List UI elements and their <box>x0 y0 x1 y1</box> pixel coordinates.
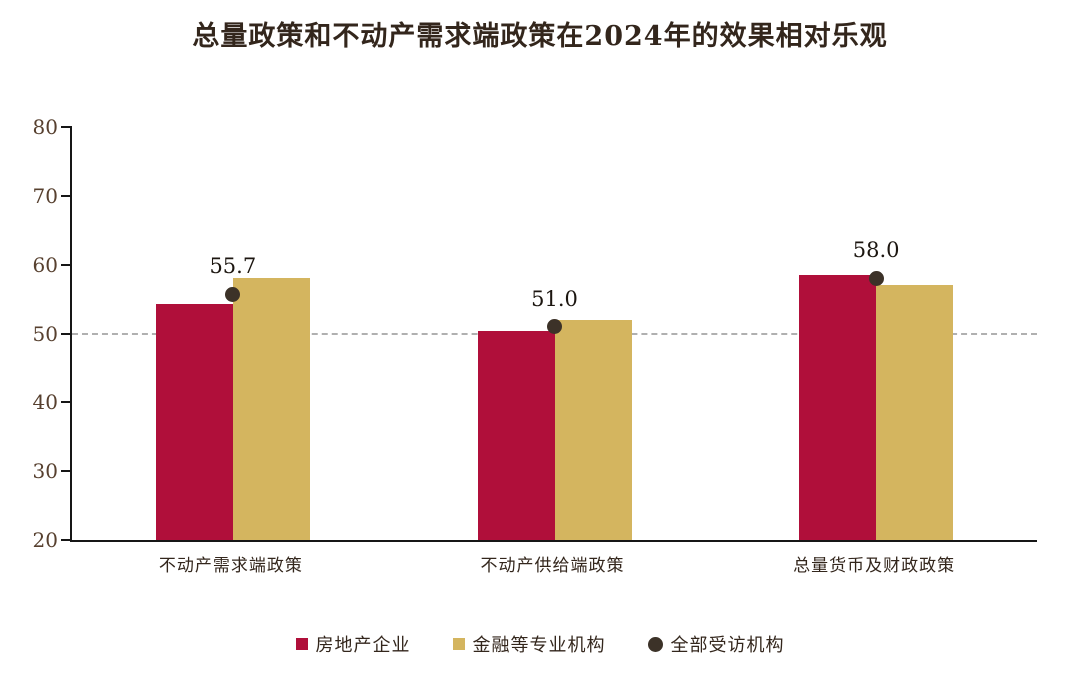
bar-房地产企业 <box>477 330 555 540</box>
legend-item: 金融等专业机构 <box>452 631 606 657</box>
legend-label: 房地产企业 <box>315 635 411 656</box>
y-axis-tick-mark <box>61 126 72 128</box>
legend-square-marker <box>295 638 308 650</box>
bar-金融等专业机构 <box>554 319 632 540</box>
y-axis-tick-label: 70 <box>32 183 58 208</box>
y-axis-tick-mark <box>61 194 72 197</box>
point-marker <box>547 319 562 335</box>
legend-label: 全部受访机构 <box>670 635 785 656</box>
data-label: 58.0 <box>852 238 900 263</box>
legend-label: 金融等专业机构 <box>472 635 606 656</box>
y-axis-tick-label: 20 <box>32 528 58 552</box>
point-marker <box>225 286 241 302</box>
chart-title: 总量政策和不动产需求端政策在2024年的效果相对乐观 <box>192 21 888 52</box>
legend-item: 全部受访机构 <box>647 631 785 657</box>
y-axis-tick-label: 50 <box>32 321 58 346</box>
bar-金融等专业机构 <box>232 277 310 540</box>
data-label: 55.7 <box>209 254 257 279</box>
chart-legend: 房地产企业 金融等专业机构 全部受访机构 <box>0 631 1080 657</box>
point-marker <box>868 270 884 286</box>
y-axis-tick-mark <box>61 470 72 473</box>
y-axis-tick-label: 60 <box>32 252 58 277</box>
bar-房地产企业 <box>799 275 877 540</box>
y-axis-tick-label: 40 <box>32 390 58 415</box>
data-label: 51.0 <box>531 286 578 311</box>
y-axis-tick-label: 30 <box>32 459 58 484</box>
x-axis-category-label: 总量货币及财政政策 <box>793 556 956 576</box>
x-axis-category-label: 不动产供给端政策 <box>480 556 625 576</box>
plot-area: 80 70 60 50 40 30 20 55.7 51.0 58.0 <box>33 115 1037 552</box>
bar-房地产企业 <box>155 303 233 540</box>
x-axis-category-label: 不动产需求端政策 <box>158 556 303 576</box>
legend-item: 房地产企业 <box>295 631 411 657</box>
bar-金融等专业机构 <box>876 285 954 540</box>
y-axis-tick-mark <box>61 332 72 335</box>
y-axis-tick-mark <box>61 263 72 266</box>
y-axis-tick-label: 80 <box>32 115 58 139</box>
y-axis-tick-mark <box>61 401 72 404</box>
legend-square-marker <box>452 638 465 650</box>
y-axis-tick-mark <box>61 539 72 541</box>
legend-circle-marker <box>647 636 663 652</box>
